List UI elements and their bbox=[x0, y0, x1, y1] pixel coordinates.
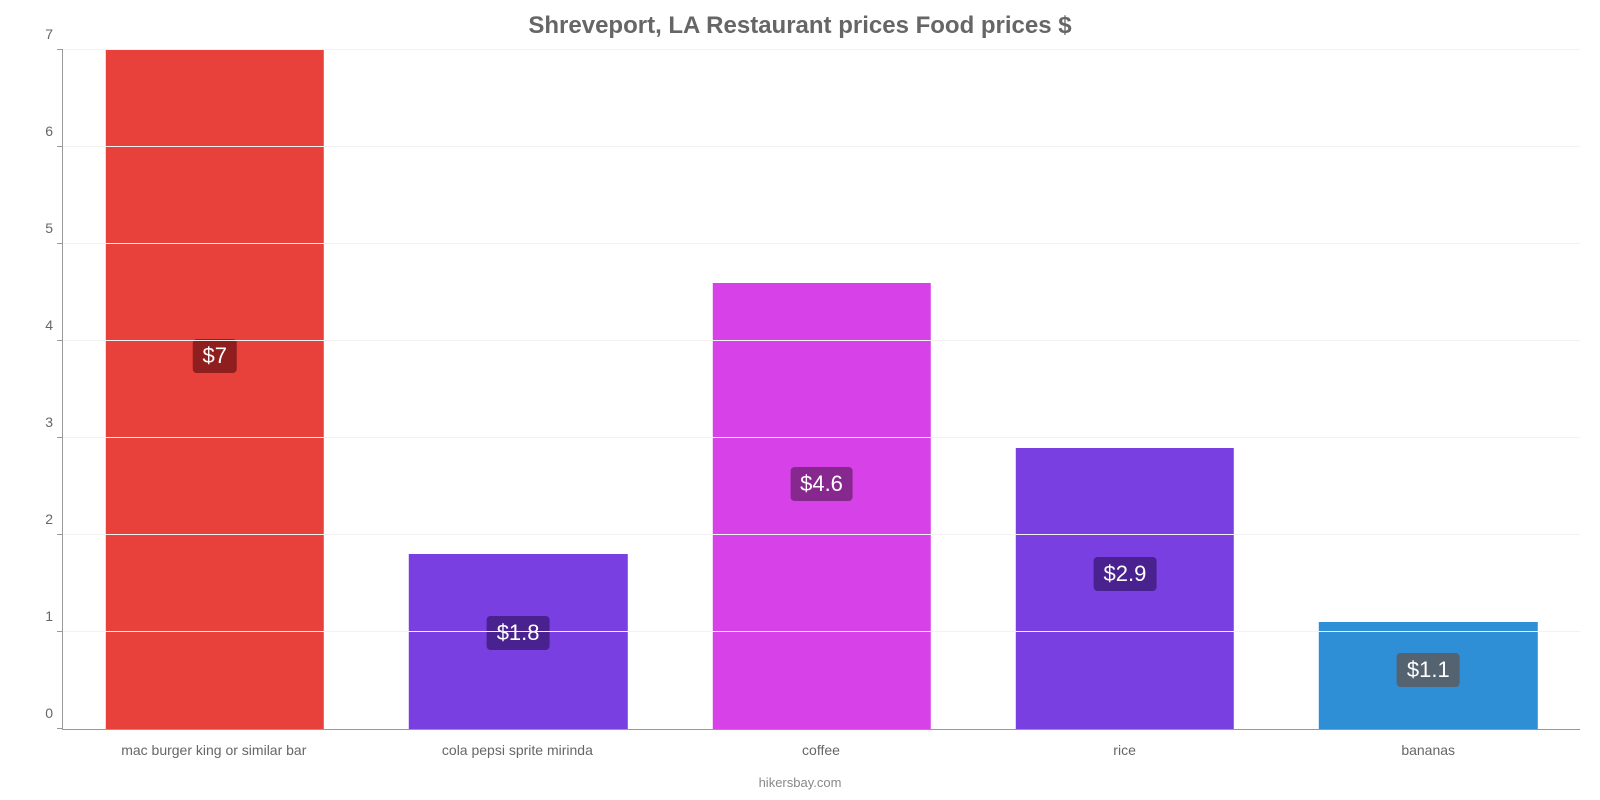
credit-text: hikersbay.com bbox=[0, 775, 1600, 790]
bar-slot: $1.8 bbox=[366, 50, 669, 729]
value-badge: $1.1 bbox=[1397, 653, 1460, 687]
y-tick-label: 0 bbox=[45, 705, 53, 721]
bar bbox=[712, 283, 930, 729]
y-tick-label: 5 bbox=[45, 220, 53, 236]
gridline bbox=[63, 437, 1580, 438]
gridline bbox=[63, 631, 1580, 632]
bar-slot: $4.6 bbox=[670, 50, 973, 729]
y-tick bbox=[57, 728, 63, 729]
bars-container: $7 $1.8 $4.6 $2.9 $1.1 bbox=[63, 50, 1580, 729]
plot-area: $7$1.8$4.6$2.9$1.1 01234567 bbox=[62, 50, 1580, 730]
bar-slot: $2.9 bbox=[973, 50, 1276, 729]
y-tick-label: 1 bbox=[45, 608, 53, 624]
gridline bbox=[63, 534, 1580, 535]
x-tick-label: rice bbox=[973, 742, 1277, 758]
x-tick-label: bananas bbox=[1276, 742, 1580, 758]
gridline bbox=[63, 146, 1580, 147]
y-tick-label: 2 bbox=[45, 511, 53, 527]
value-badge: $4.6 bbox=[790, 467, 853, 501]
gridline bbox=[63, 49, 1580, 50]
y-tick bbox=[57, 243, 63, 244]
x-tick-label: coffee bbox=[669, 742, 973, 758]
bar bbox=[105, 50, 323, 729]
y-tick bbox=[57, 49, 63, 50]
gridline bbox=[63, 340, 1580, 341]
y-tick-label: 4 bbox=[45, 317, 53, 333]
gridline bbox=[63, 243, 1580, 244]
x-axis-labels: mac burger king or similar barcola pepsi… bbox=[62, 742, 1580, 758]
y-tick bbox=[57, 340, 63, 341]
y-tick-label: 7 bbox=[45, 26, 53, 42]
y-tick bbox=[57, 631, 63, 632]
value-badge: $2.9 bbox=[1094, 557, 1157, 591]
y-tick bbox=[57, 534, 63, 535]
chart-title: Shreveport, LA Restaurant prices Food pr… bbox=[0, 0, 1600, 40]
y-tick-label: 3 bbox=[45, 414, 53, 430]
x-tick-label: cola pepsi sprite mirinda bbox=[366, 742, 670, 758]
chart-area: $7$1.8$4.6$2.9$1.1 01234567 mac burger k… bbox=[48, 50, 1580, 730]
y-tick bbox=[57, 437, 63, 438]
x-tick-label: mac burger king or similar bar bbox=[62, 742, 366, 758]
bar-slot: $7 bbox=[63, 50, 366, 729]
y-tick-label: 6 bbox=[45, 123, 53, 139]
bar-slot: $1.1 bbox=[1277, 50, 1580, 729]
y-tick bbox=[57, 146, 63, 147]
value-badge: $7 bbox=[192, 339, 236, 373]
value-badge: $1.8 bbox=[487, 616, 550, 650]
